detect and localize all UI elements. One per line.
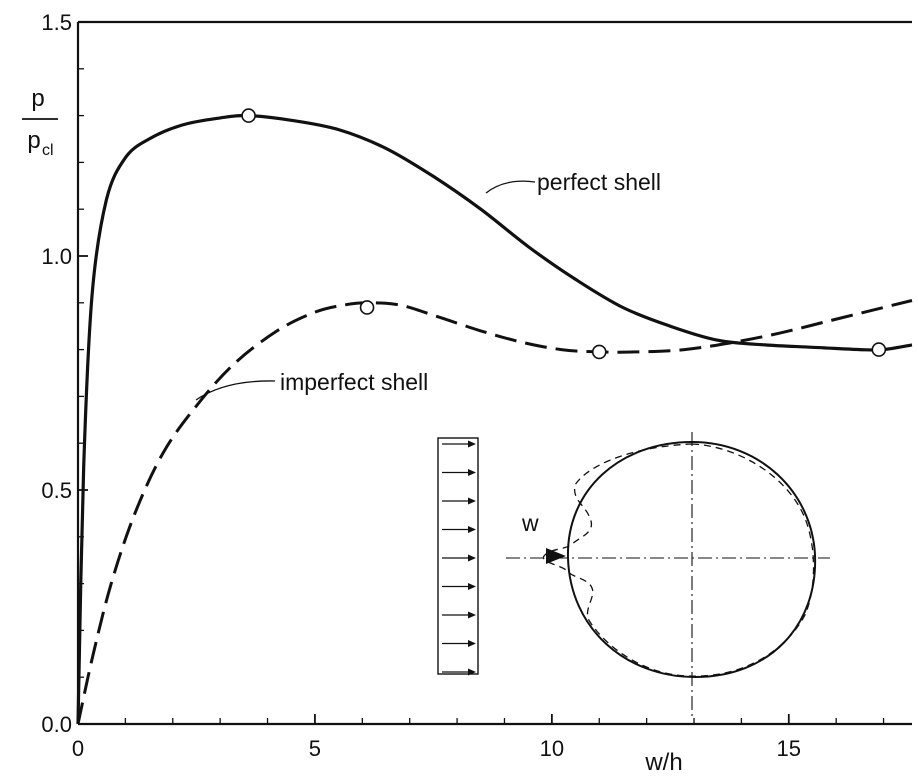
x-tick-label-2: 10 <box>540 736 564 761</box>
leader-imperfect-shell <box>195 380 276 401</box>
y-tick-label-2: 1.0 <box>41 244 72 269</box>
load-arrow-head <box>468 583 476 590</box>
y-tick-label-3: 1.5 <box>41 10 72 35</box>
x-ticks: 0 5 10 15 <box>72 714 885 761</box>
marker-3 <box>871 342 887 357</box>
load-arrow-head <box>468 611 476 619</box>
y-tick-label-0: 0.0 <box>41 712 72 737</box>
load-arrow-head <box>468 497 476 505</box>
y-axis-title: p p cl <box>22 85 58 159</box>
label-imperfect-shell: imperfect shell <box>280 369 428 395</box>
load-arrow-head <box>468 526 476 533</box>
w-arrow <box>546 548 566 564</box>
y-axis-title-subscript: cl <box>42 142 54 159</box>
inset-shell-section: w <box>506 432 830 718</box>
label-w: w <box>521 510 539 536</box>
load-strip <box>437 437 479 675</box>
annotation-perfect-shell: perfect shell <box>485 169 661 195</box>
plot-frame <box>76 20 912 726</box>
y-axis-title-denominator: p <box>27 127 40 154</box>
x-tick-label-1: 5 <box>309 736 321 761</box>
x-axis-title: w/h <box>644 749 682 776</box>
y-axis-title-numerator: p <box>31 85 44 112</box>
perfect-section-outline <box>566 440 817 679</box>
series-line-perfect-shell <box>76 113 913 725</box>
load-arrow-head <box>468 440 476 448</box>
inset-load-diagram <box>437 437 479 676</box>
marker-2 <box>591 344 607 360</box>
series-layer <box>76 113 913 725</box>
load-arrow-head <box>468 554 476 562</box>
load-arrows <box>442 440 476 676</box>
leader-perfect-shell <box>485 180 536 194</box>
marker-0 <box>241 108 256 123</box>
x-tick-label-0: 0 <box>72 736 84 761</box>
load-arrow-head <box>468 668 476 676</box>
series-line-imperfect-shell <box>76 299 913 725</box>
load-arrow-head <box>468 469 476 476</box>
marker-1 <box>359 300 375 315</box>
load-arrow-head <box>468 640 476 647</box>
imperfect-section-outline <box>542 443 815 677</box>
y-tick-label-1: 0.5 <box>41 478 72 503</box>
x-tick-label-3: 15 <box>777 736 801 761</box>
annotation-imperfect-shell: imperfect shell <box>195 369 428 401</box>
marker-layer <box>241 108 887 360</box>
label-perfect-shell: perfect shell <box>537 169 661 195</box>
